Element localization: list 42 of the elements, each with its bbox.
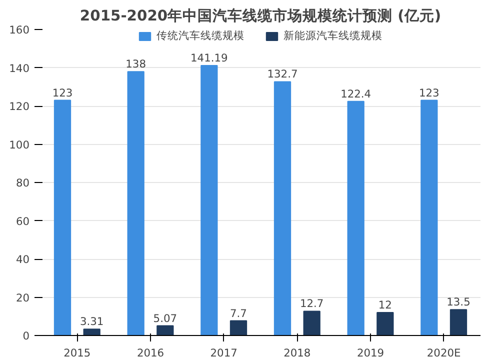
x-tick-label: 2015 — [64, 346, 91, 360]
data-label: 12 — [378, 298, 392, 312]
bar — [450, 309, 468, 336]
data-label: 12.7 — [300, 297, 324, 310]
y-tick-label: 160 — [9, 24, 30, 36]
bar — [83, 328, 100, 336]
data-label: 122.4 — [340, 87, 372, 100]
y-tick-label: 0 — [22, 330, 30, 342]
bar — [347, 100, 364, 336]
data-label: 138 — [126, 58, 146, 71]
data-label: 3.31 — [80, 315, 104, 328]
y-tick-label: 20 — [16, 291, 30, 304]
y-tick-label: 40 — [16, 253, 30, 266]
bar — [274, 81, 292, 336]
bar — [420, 100, 438, 336]
y-tick-label: 80 — [16, 176, 30, 190]
y-tick-label: 60 — [16, 214, 30, 228]
data-label: 132.7 — [267, 68, 298, 81]
bar — [230, 320, 248, 336]
bar — [376, 312, 394, 336]
x-tick-label: 2018 — [284, 346, 311, 360]
legend-label: 传统汽车线缆规模 — [156, 29, 244, 43]
data-label: 5.07 — [153, 312, 178, 325]
bar — [200, 64, 218, 336]
bar — [156, 325, 174, 336]
data-label: 123 — [418, 86, 440, 100]
x-tick-label: 2019 — [356, 346, 384, 360]
y-tick-label: 140 — [9, 62, 30, 75]
data-label: 123 — [52, 86, 73, 100]
data-label: 141.19 — [190, 51, 228, 64]
x-tick-label: 2016 — [136, 346, 164, 360]
y-tick-label: 100 — [9, 138, 30, 152]
legend-label: 新能源汽车线缆规模 — [284, 29, 382, 43]
chart-title: 2015-2020年中国汽车线缆市场规模统计预测 (亿元) — [80, 6, 442, 24]
bar — [127, 71, 144, 336]
x-tick-label: 2020E — [426, 346, 462, 360]
x-tick-label: 2017 — [210, 346, 238, 360]
bar — [303, 310, 320, 336]
data-label: 7.7 — [230, 306, 247, 320]
data-label: 13.5 — [446, 296, 470, 309]
y-tick-label: 120 — [9, 100, 30, 113]
bar — [54, 100, 72, 336]
